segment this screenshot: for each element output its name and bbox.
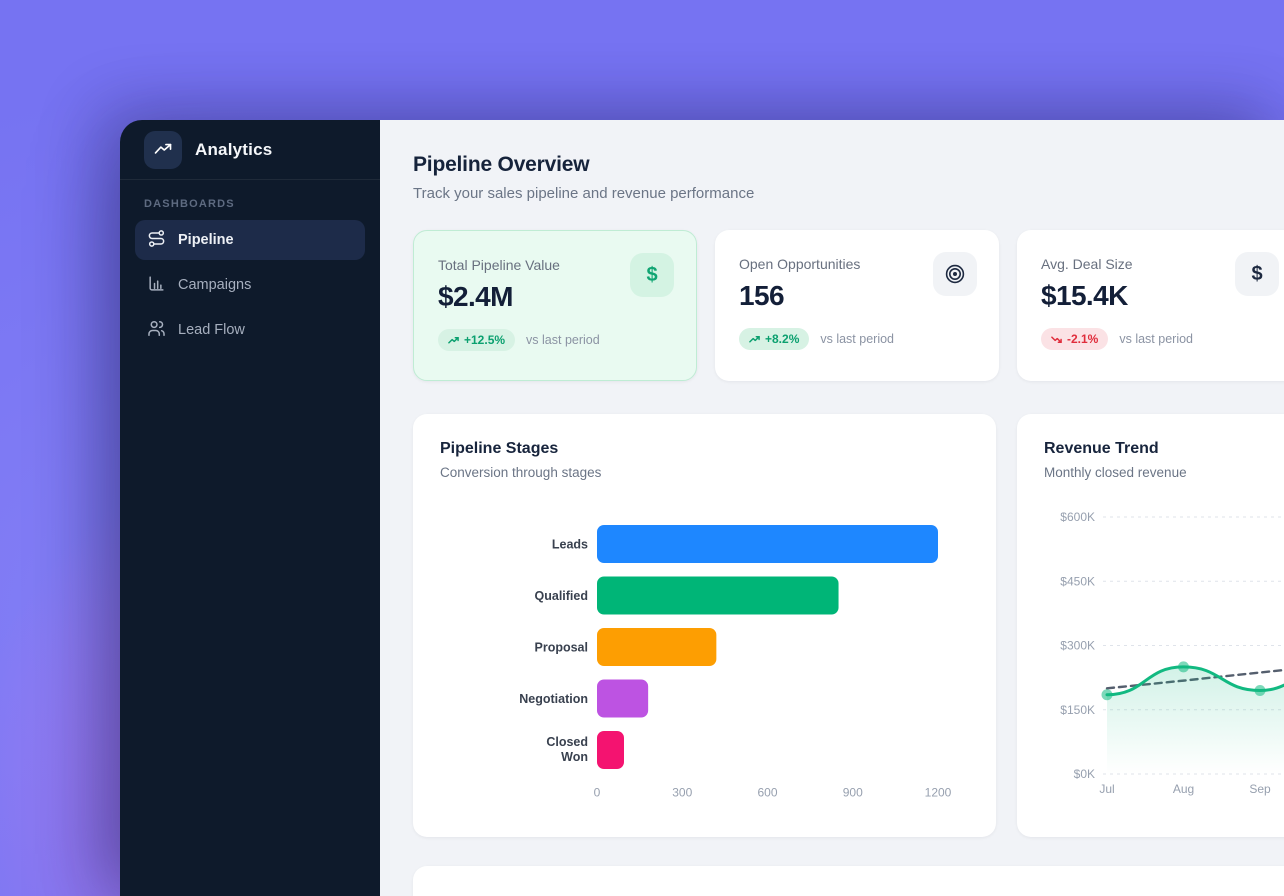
sidebar-item-lead-flow[interactable]: Lead Flow	[135, 310, 365, 350]
sidebar-item-label: Campaigns	[178, 277, 252, 293]
stats-row: Total Pipeline Value $2.4M $ +12.5% vs l…	[413, 230, 1284, 381]
app-window: Analytics DASHBOARDS Pipeline Campaigns	[120, 120, 1284, 896]
svg-text:Sep: Sep	[1249, 782, 1271, 796]
compare-text: vs last period	[526, 333, 600, 347]
change-badge-up: +12.5%	[438, 329, 516, 351]
dollar-icon: $	[1235, 252, 1279, 296]
svg-text:$300K: $300K	[1060, 639, 1095, 653]
sidebar-item-label: Pipeline	[178, 232, 234, 248]
stat-label: Total Pipeline Value	[438, 257, 560, 273]
compare-text: vs last period	[820, 332, 895, 346]
svg-text:$150K: $150K	[1060, 703, 1095, 717]
sidebar-item-campaigns[interactable]: Campaigns	[135, 265, 365, 305]
revenue-trend-card: Revenue Trend Monthly closed revenue $0K…	[1017, 414, 1284, 837]
svg-text:Jul: Jul	[1099, 782, 1114, 796]
svg-text:$450K: $450K	[1060, 574, 1095, 588]
pipeline-stages-bar-chart: Leads Qualified Proposal Negotiation Closed W…	[519, 525, 952, 800]
svg-text:Leads: Leads	[552, 538, 588, 552]
chart-title: Revenue Trend	[1044, 440, 1159, 457]
svg-text:Qualified: Qualified	[535, 589, 588, 603]
trending-down-icon	[1051, 335, 1062, 343]
logo-row: Analytics	[120, 120, 380, 180]
svg-text:0: 0	[594, 786, 601, 800]
change-badge-down: -2.1%	[1041, 328, 1109, 350]
change-badge-up: +8.2%	[739, 328, 810, 350]
pipeline-stages-card: Pipeline Stages Conversion through stage…	[413, 414, 996, 837]
stat-value: $2.4M	[438, 281, 513, 312]
svg-text:1200: 1200	[925, 786, 952, 800]
stat-card-open-opportunities: Open Opportunities 156 +8.2% vs last per…	[715, 230, 999, 381]
chart-subtitle: Monthly closed revenue	[1044, 465, 1187, 480]
users-icon	[147, 319, 166, 342]
bottom-card-clipped	[413, 866, 1284, 896]
chart-subtitle: Conversion through stages	[440, 465, 602, 480]
sidebar-item-label: Lead Flow	[178, 322, 245, 338]
svg-text:Aug: Aug	[1173, 782, 1194, 796]
revenue-trend-line-chart: $0K $150K $300K $450K $600K Jul Aug Sep	[1060, 510, 1284, 796]
route-icon	[147, 229, 166, 252]
dollar-icon: $	[630, 253, 674, 297]
stat-label: Avg. Deal Size	[1041, 256, 1133, 272]
main-content: Pipeline Overview Track your sales pipel…	[380, 120, 1284, 896]
chart-title: Pipeline Stages	[440, 440, 559, 457]
svg-text:$0K: $0K	[1074, 767, 1095, 781]
svg-text:Negotiation: Negotiation	[519, 692, 588, 706]
target-icon	[933, 252, 977, 296]
stat-label: Open Opportunities	[739, 256, 861, 272]
sidebar: Analytics DASHBOARDS Pipeline Campaigns	[120, 120, 380, 896]
trending-up-icon	[749, 335, 760, 343]
svg-text:900: 900	[843, 786, 863, 800]
svg-text:600: 600	[757, 786, 777, 800]
stat-value: $15.4K	[1041, 280, 1128, 311]
svg-text:Proposal: Proposal	[535, 641, 589, 655]
stat-card-total-pipeline-value: Total Pipeline Value $2.4M $ +12.5% vs l…	[413, 230, 697, 381]
stat-card-avg-deal-size: Avg. Deal Size $15.4K $ -2.1% vs last pe…	[1017, 230, 1284, 381]
sidebar-section-label: DASHBOARDS	[144, 198, 235, 210]
sidebar-item-pipeline[interactable]: Pipeline	[135, 220, 365, 260]
trending-up-icon	[448, 336, 459, 344]
compare-text: vs last period	[1119, 332, 1194, 346]
trending-up-logo-icon	[144, 130, 182, 169]
svg-text:300: 300	[672, 786, 692, 800]
svg-text:$600K: $600K	[1060, 510, 1095, 524]
charts-row: Pipeline Stages Conversion through stage…	[413, 414, 1284, 837]
bar-chart-icon	[147, 274, 166, 297]
page-subtitle: Track your sales pipeline and revenue pe…	[413, 185, 755, 202]
page-title: Pipeline Overview	[413, 153, 590, 176]
app-title: Analytics	[195, 139, 273, 159]
stat-value: 156	[739, 280, 785, 311]
